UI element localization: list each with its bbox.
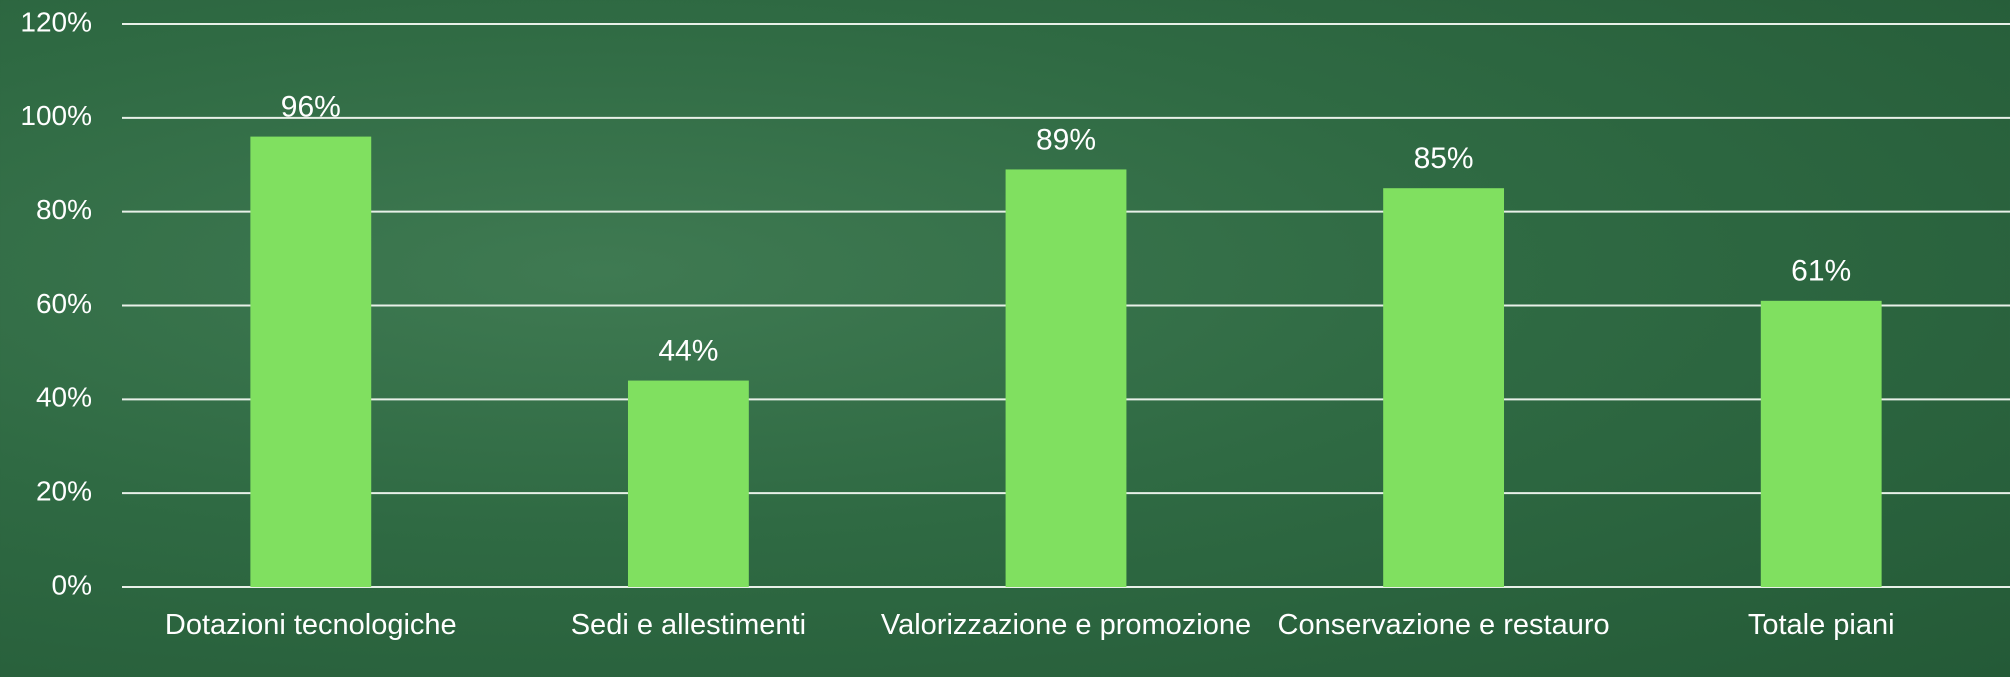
bar [1383, 188, 1504, 587]
value-label: 89% [1036, 123, 1096, 156]
bar [1761, 301, 1882, 587]
x-tick-label: Conservazione e restauro [1254, 607, 1634, 643]
y-tick-label: 120% [20, 6, 92, 37]
bar [1006, 169, 1127, 587]
y-tick-label: 20% [36, 476, 92, 507]
chart: 0% 20% 40% 60% 80% 100% 120% 96% 44% 89% 85% 61% [0, 0, 2010, 677]
y-tick-label: 80% [36, 194, 92, 225]
x-tick-label: Totale piani [1631, 607, 2010, 643]
y-tick-label: 100% [20, 100, 92, 131]
x-tick-label: Sedi e allestimenti [498, 607, 878, 643]
value-label: 61% [1791, 255, 1851, 288]
value-label: 85% [1414, 142, 1474, 175]
bar [628, 381, 749, 587]
x-tick-label: Valorizzazione e promozione [876, 607, 1256, 643]
x-tick-label: Dotazioni tecnologiche [121, 607, 501, 643]
y-tick-label: 0% [52, 569, 92, 600]
y-tick-label: 40% [36, 382, 92, 413]
bar [250, 137, 371, 587]
page: 0%20%40%60%80%100%120%96%44%89%85%61% ((… [0, 0, 2010, 677]
y-tick-label: 60% [36, 288, 92, 319]
value-label: 44% [658, 334, 718, 367]
value-label: 96% [281, 91, 341, 124]
